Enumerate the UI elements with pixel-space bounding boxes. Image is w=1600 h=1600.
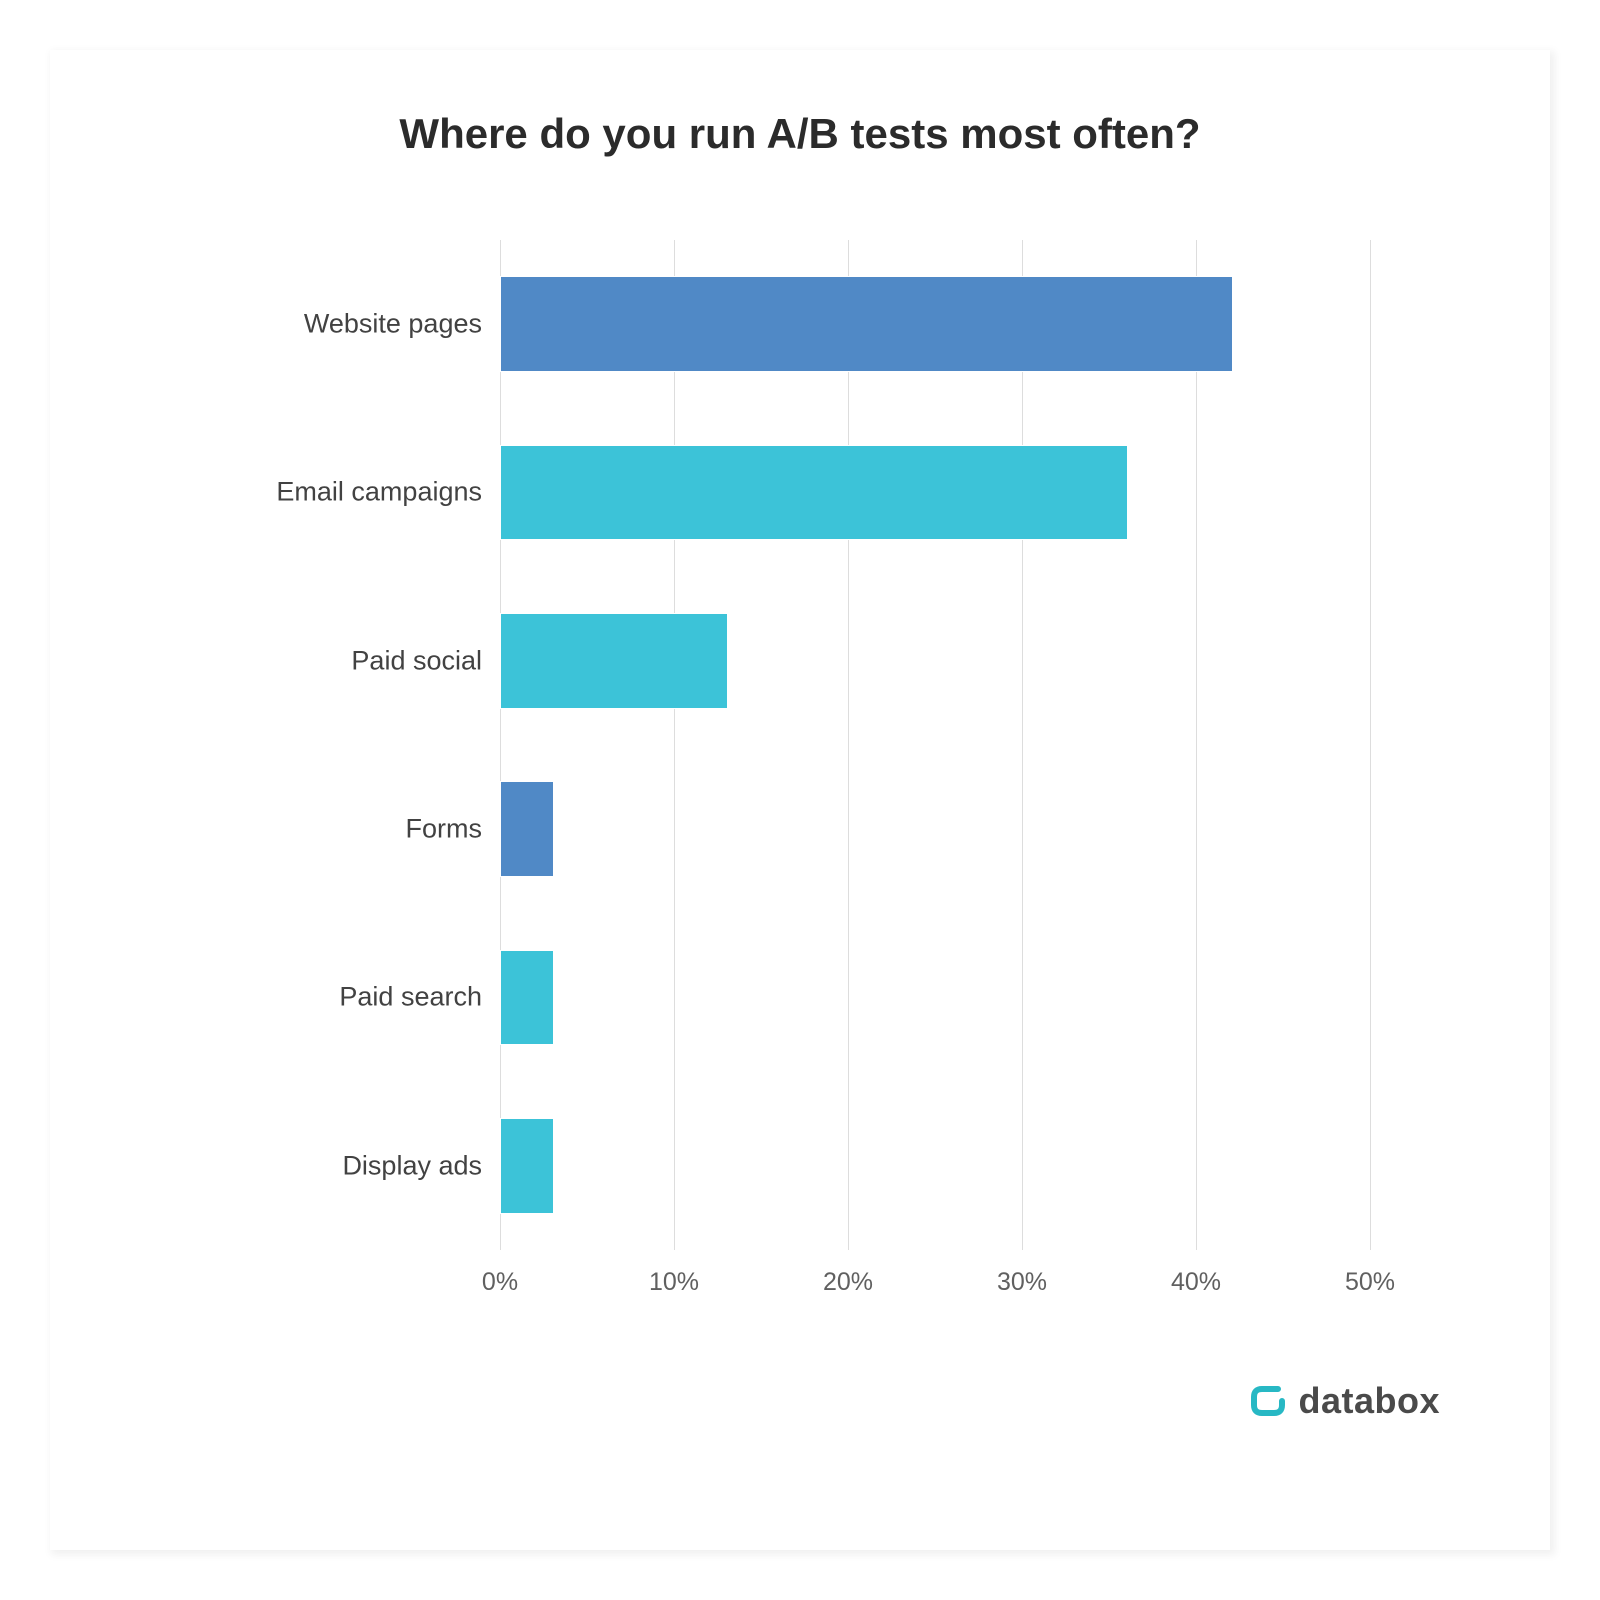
x-tick-label: 10% <box>649 1268 699 1297</box>
category-label: Display ads <box>342 1150 500 1181</box>
bar <box>500 781 554 877</box>
bar-row: Forms <box>500 781 1370 877</box>
x-tick-label: 0% <box>482 1268 518 1297</box>
chart-card: Where do you run A/B tests most often? 0… <box>50 50 1550 1550</box>
category-label: Email campaigns <box>276 477 500 508</box>
bar-row: Email campaigns <box>500 445 1370 541</box>
category-label: Website pages <box>304 309 500 340</box>
chart-title: Where do you run A/B tests most often? <box>50 110 1550 158</box>
bar <box>500 613 728 709</box>
x-gridline <box>500 240 501 1250</box>
bar <box>500 276 1233 372</box>
bar-row: Website pages <box>500 276 1370 372</box>
x-gridline <box>1196 240 1197 1250</box>
category-label: Paid social <box>351 645 500 676</box>
bar-row: Paid social <box>500 613 1370 709</box>
bar <box>500 445 1128 541</box>
x-tick-label: 20% <box>823 1268 873 1297</box>
brand-name: databox <box>1298 1380 1440 1422</box>
brand-logo-icon <box>1248 1381 1288 1421</box>
x-gridline <box>1022 240 1023 1250</box>
x-tick-label: 50% <box>1345 1268 1395 1297</box>
chart-plot-area: 0%10%20%30%40%50%Website pagesEmail camp… <box>500 240 1370 1250</box>
bar-row: Paid search <box>500 950 1370 1046</box>
bar-row: Display ads <box>500 1118 1370 1214</box>
brand-footer: databox <box>1248 1380 1440 1422</box>
x-tick-label: 40% <box>1171 1268 1221 1297</box>
bar <box>500 1118 554 1214</box>
category-label: Forms <box>406 814 501 845</box>
x-gridline <box>674 240 675 1250</box>
x-gridline <box>1370 240 1371 1250</box>
x-tick-label: 30% <box>997 1268 1047 1297</box>
bar <box>500 950 554 1046</box>
x-gridline <box>848 240 849 1250</box>
category-label: Paid search <box>339 982 500 1013</box>
